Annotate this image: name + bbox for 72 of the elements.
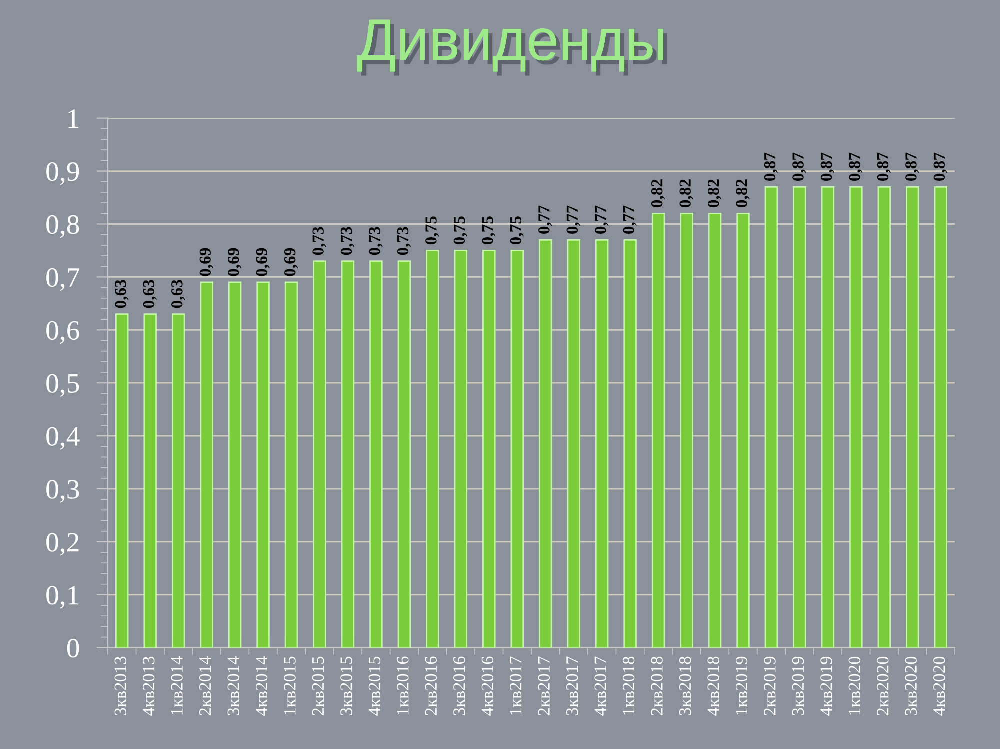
x-tick-label: 2кв2020 bbox=[877, 656, 889, 716]
data-label: 0,75 bbox=[454, 216, 468, 245]
data-label: 0,87 bbox=[792, 152, 806, 181]
data-label: 0,75 bbox=[510, 216, 524, 245]
data-label: 0,73 bbox=[397, 227, 412, 256]
y-tick-label: 0,1 bbox=[46, 586, 79, 609]
x-tick-label: 3кв2014 bbox=[228, 656, 240, 716]
data-label: 0,69 bbox=[284, 248, 298, 276]
x-tick-label: 4кв2017 bbox=[594, 656, 606, 716]
data-label: 0,69 bbox=[256, 248, 270, 276]
x-tick-label: 4кв2019 bbox=[820, 656, 832, 716]
data-label: 0,77 bbox=[595, 206, 609, 234]
x-tick-label: 4кв2015 bbox=[368, 656, 381, 716]
y-tick-label: 0,2 bbox=[46, 533, 79, 556]
x-tick-label: 1кв2016 bbox=[397, 656, 409, 715]
y-tick-label: 0,8 bbox=[46, 215, 80, 238]
data-label: 0,87 bbox=[849, 152, 863, 181]
data-label: 0,87 bbox=[764, 152, 778, 181]
x-tick-label: 3кв2015 bbox=[340, 656, 352, 716]
y-tick-label: 0,7 bbox=[46, 268, 80, 292]
data-label: 0,82 bbox=[651, 180, 666, 208]
x-tick-label: 2кв2016 bbox=[425, 656, 438, 716]
y-tick-label: 0 bbox=[67, 639, 80, 658]
y-tick-label: 0,3 bbox=[46, 480, 80, 503]
data-label: 0,82 bbox=[680, 180, 694, 208]
data-label: 0,63 bbox=[115, 280, 129, 308]
chart-title: Дивиденды bbox=[357, 20, 668, 76]
y-tick-label: 0,5 bbox=[46, 374, 80, 398]
x-tick-label: 1кв2015 bbox=[284, 656, 296, 715]
x-tick-label: 4кв2013 bbox=[142, 656, 155, 716]
x-tick-label: 1кв2017 bbox=[510, 656, 522, 715]
data-label: 0,82 bbox=[708, 180, 722, 208]
x-tick-label: 2кв2015 bbox=[312, 656, 324, 716]
x-tick-label: 3кв2020 bbox=[905, 656, 917, 716]
x-tick-label: 2кв2014 bbox=[199, 656, 212, 716]
data-label: 0,87 bbox=[877, 152, 892, 181]
x-tick-label: 1кв2020 bbox=[848, 656, 861, 715]
x-tick-label: 1кв2014 bbox=[171, 656, 183, 715]
x-tick-label: 4кв2020 bbox=[934, 656, 946, 716]
data-label: 0,87 bbox=[820, 152, 835, 181]
x-tick-label: 4кв2018 bbox=[708, 656, 720, 716]
data-label: 0,77 bbox=[538, 206, 552, 234]
data-label: 0,75 bbox=[426, 216, 440, 245]
x-tick-label: 3кв2019 bbox=[792, 656, 804, 716]
x-tick-label: 3кв2017 bbox=[566, 656, 578, 716]
data-label: 0,77 bbox=[623, 206, 637, 234]
x-tick-label: 3кв2016 bbox=[454, 656, 466, 716]
x-tick-label: 3кв2013 bbox=[114, 656, 126, 716]
x-tick-label: 3кв2018 bbox=[679, 656, 692, 716]
x-tick-label: 2кв2018 bbox=[651, 656, 663, 716]
data-label: 0,69 bbox=[200, 248, 214, 276]
x-tick-label: 2кв2017 bbox=[538, 656, 550, 716]
x-tick-label: 1кв2019 bbox=[736, 656, 748, 715]
data-label: 0,63 bbox=[143, 280, 157, 308]
data-label: 0,73 bbox=[340, 227, 355, 256]
x-tick-label: 1кв2018 bbox=[622, 656, 635, 715]
data-label: 0,87 bbox=[906, 152, 920, 181]
data-label: 0,73 bbox=[369, 227, 383, 256]
x-tick-label: 4кв2016 bbox=[482, 656, 494, 716]
x-tick-label: 4кв2014 bbox=[256, 656, 268, 716]
y-tick-label: 0,9 bbox=[46, 162, 80, 186]
data-label: 0,63 bbox=[172, 280, 186, 308]
data-label: 0,73 bbox=[312, 227, 326, 256]
y-tick-label: 1 bbox=[68, 110, 79, 128]
x-tick-label: 2кв2019 bbox=[764, 656, 776, 716]
data-label: 0,75 bbox=[482, 216, 496, 245]
y-tick-label: 0,6 bbox=[46, 321, 80, 344]
data-label: 0,69 bbox=[228, 248, 242, 276]
data-label: 0,77 bbox=[566, 206, 580, 234]
data-label: 0,82 bbox=[736, 180, 750, 208]
data-label: 0,87 bbox=[934, 152, 948, 181]
y-tick-label: 0,4 bbox=[46, 427, 80, 450]
